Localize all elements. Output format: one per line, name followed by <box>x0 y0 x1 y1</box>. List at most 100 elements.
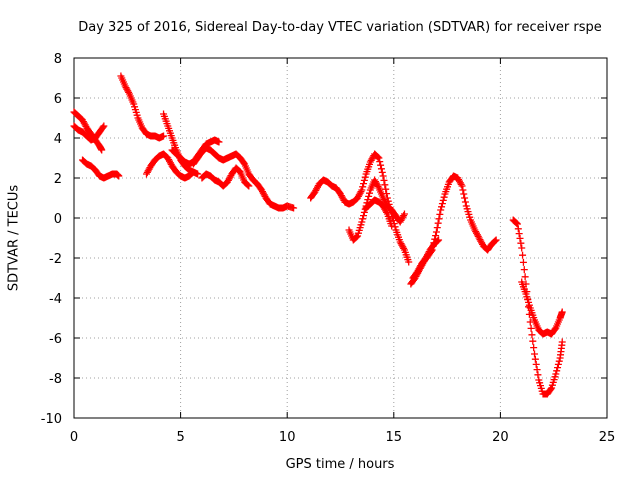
data-point <box>530 344 538 352</box>
data-point <box>160 132 168 140</box>
data-point <box>439 196 447 204</box>
data-point <box>461 194 469 202</box>
data-point <box>376 158 384 166</box>
data-point <box>400 210 408 218</box>
data-point <box>558 308 566 316</box>
y-tick-label: 4 <box>54 132 62 147</box>
data-point <box>125 88 133 96</box>
x-tick-label: 5 <box>176 430 184 445</box>
data-point <box>381 181 389 189</box>
data-point <box>360 176 368 184</box>
data-point <box>433 224 441 232</box>
x-tick-label: 10 <box>279 430 296 445</box>
data-point <box>518 244 526 252</box>
data-point <box>245 182 253 190</box>
y-tick-label: -2 <box>49 252 62 267</box>
data-point <box>374 153 382 161</box>
series-arc1 <box>70 108 106 154</box>
data-point <box>519 251 527 259</box>
data-point <box>459 186 467 194</box>
data-point <box>520 266 528 274</box>
data-point <box>100 122 108 130</box>
data-point <box>514 225 522 233</box>
x-tick-label: 25 <box>599 430 616 445</box>
data-point <box>353 233 361 241</box>
data-point <box>405 258 413 266</box>
data-point <box>491 237 499 245</box>
data-point <box>194 170 202 178</box>
data-point <box>189 169 197 177</box>
data-point <box>377 161 385 169</box>
data-point <box>359 183 367 191</box>
data-point <box>365 189 373 197</box>
data-point <box>533 366 541 374</box>
data-point <box>461 198 469 206</box>
data-point <box>513 220 521 228</box>
y-tick-label: 6 <box>54 92 62 107</box>
data-point <box>364 196 372 204</box>
series-arc9 <box>198 164 253 190</box>
data-point <box>554 364 562 372</box>
data-point <box>527 324 535 332</box>
data-point <box>375 154 383 162</box>
data-point <box>374 182 382 190</box>
series-arc4 <box>117 72 168 142</box>
series-arc15 <box>509 216 566 398</box>
y-tick-label: 0 <box>54 212 62 227</box>
data-point <box>434 237 442 245</box>
data-point <box>531 350 539 358</box>
data-point <box>98 146 106 154</box>
y-tick-label: -4 <box>49 292 62 307</box>
data-point <box>388 222 396 230</box>
data-point <box>555 357 563 365</box>
data-point <box>558 338 566 346</box>
data-point <box>378 168 386 176</box>
data-point <box>517 239 525 247</box>
series-arc12 <box>362 196 396 230</box>
data-point <box>534 371 542 379</box>
series-arc11 <box>345 176 408 244</box>
series-arc7 <box>168 136 223 168</box>
data-point <box>360 208 368 216</box>
data-point <box>359 215 367 223</box>
data-point <box>435 236 443 244</box>
data-markers <box>70 72 566 398</box>
data-point <box>382 185 390 193</box>
data-point <box>358 218 366 226</box>
x-tick-label: 15 <box>386 430 403 445</box>
data-point <box>528 331 536 339</box>
x-tick-label: 20 <box>492 430 509 445</box>
x-tick-label: 0 <box>70 430 78 445</box>
y-tick-label: -8 <box>49 372 62 387</box>
data-point <box>440 193 448 201</box>
data-point <box>383 208 391 216</box>
data-point <box>432 228 440 236</box>
data-point <box>553 367 561 375</box>
data-point <box>434 219 442 227</box>
data-point <box>379 172 387 180</box>
data-point <box>380 176 388 184</box>
data-point <box>532 360 540 368</box>
data-point <box>460 190 468 198</box>
data-point <box>521 273 529 281</box>
series-arc2 <box>70 122 108 144</box>
series-arc16 <box>518 278 566 338</box>
data-point <box>357 188 365 196</box>
series-arc8 <box>189 144 298 212</box>
data-point <box>365 192 373 200</box>
data-point <box>515 230 523 238</box>
data-point <box>513 219 521 227</box>
data-point <box>516 234 524 242</box>
data-point <box>360 180 368 188</box>
data-point <box>458 182 466 190</box>
data-point <box>432 232 440 240</box>
y-tick-label: 8 <box>54 52 62 67</box>
series-arc5 <box>160 110 202 178</box>
y-tick-label: -10 <box>41 412 62 427</box>
data-point <box>436 210 444 218</box>
data-point <box>244 181 252 189</box>
data-point <box>457 180 465 188</box>
data-point <box>492 236 500 244</box>
data-point <box>215 138 223 146</box>
